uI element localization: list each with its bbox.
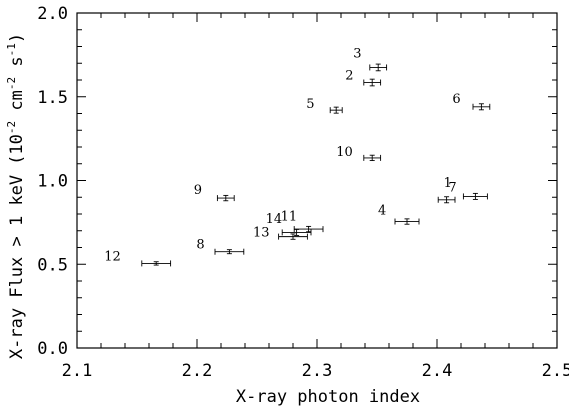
y-tick-label: 1.0 [37, 172, 68, 192]
data-point-8: 8 [196, 238, 245, 255]
plot-frame [76, 12, 558, 349]
point-label: 9 [194, 183, 202, 198]
x-tick-label: 2.2 [182, 361, 213, 381]
data-point-14: 14 [266, 212, 324, 233]
y-axis-unit-s: s [7, 56, 27, 76]
y-tick-label: 0.0 [37, 339, 68, 359]
point-label: 8 [196, 238, 204, 253]
data-point-3: 3 [353, 46, 388, 72]
plot-border [76, 12, 558, 349]
y-tick-label: 0.5 [37, 255, 68, 275]
point-label: 2 [345, 69, 353, 84]
y-axis-title: X-ray Flux > 1 keV(10-2 cm-2 s-1) [5, 33, 27, 359]
y-axis-title-main: X-ray Flux > 1 keV [7, 175, 27, 359]
x-tick-label: 2.3 [302, 361, 333, 381]
point-label: 12 [104, 249, 121, 264]
data-point-4: 4 [378, 204, 420, 225]
x-axis-ticks: 2.1 2.2 2.3 2.4 2.5 [62, 13, 569, 381]
y-tick-label: 1.5 [37, 88, 68, 108]
data-point-9: 9 [194, 183, 235, 202]
point-label: 7 [448, 180, 456, 195]
x-tick-label: 2.1 [62, 361, 93, 381]
data-point-2: 2 [345, 69, 382, 87]
data-point-11: 11 [281, 209, 312, 236]
point-label: 3 [353, 46, 361, 61]
point-label: 13 [253, 226, 270, 241]
data-point-10: 10 [336, 145, 382, 162]
data-point-12: 12 [104, 249, 172, 267]
x-tick-label: 2.5 [542, 361, 569, 381]
point-label: 5 [306, 97, 314, 112]
y-axis-ticks: 0.0 0.5 1.0 1.5 2.0 [37, 4, 557, 359]
data-point-13: 13 [253, 226, 308, 241]
y-axis-unit-cm: cm [7, 90, 27, 121]
y-tick-label: 2.0 [37, 4, 68, 24]
y-axis-unit-close: ) [7, 33, 27, 43]
data-point-5: 5 [306, 97, 343, 114]
y-axis-unit-exp2: -2 [5, 77, 18, 90]
point-label: 1 [444, 176, 452, 191]
data-point-6: 6 [452, 92, 491, 111]
point-label: 4 [378, 204, 386, 219]
data-point-7: 7 [448, 180, 488, 200]
point-label: 10 [336, 145, 353, 160]
point-label: 14 [266, 212, 283, 227]
y-axis-unit-exp3: -1 [5, 43, 18, 56]
x-axis-title: X-ray photon index [236, 387, 420, 407]
y-axis-unit-exp1: -2 [5, 121, 18, 134]
y-axis-unit-open: (10 [7, 134, 27, 165]
point-label: 11 [281, 209, 298, 224]
point-label: 6 [452, 92, 460, 107]
x-tick-label: 2.4 [422, 361, 453, 381]
data-point-1: 1 [437, 176, 456, 204]
